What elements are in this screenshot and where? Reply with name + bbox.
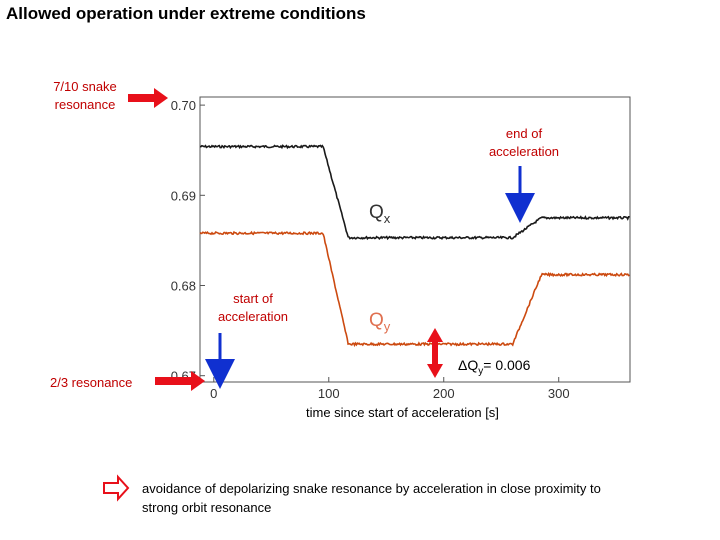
- x-tick-label: 100: [318, 386, 340, 401]
- conclusion-text: avoidance of depolarizing snake resonanc…: [142, 481, 601, 515]
- delta-qy-label: ΔQy= 0.006: [458, 357, 531, 377]
- start-of-acceleration-label: start of acceleration: [217, 291, 289, 324]
- x-tick-label: 0: [210, 386, 217, 401]
- x-tick-label: 300: [548, 386, 570, 401]
- snake-resonance-arrow: [128, 88, 168, 108]
- y-tick-label: 0.70: [171, 98, 196, 113]
- y-tick-label: 0.68: [171, 278, 196, 293]
- series-line-qy: [199, 230, 630, 348]
- x-tick-label: 200: [433, 386, 455, 401]
- footer-arrow-icon: [103, 474, 130, 502]
- two-thirds-resonance-arrow: [155, 371, 205, 391]
- snake-resonance-label: 7/10 snake resonance: [53, 79, 117, 112]
- end-of-acceleration-label: end of acceleration: [488, 126, 560, 159]
- slide-title: Allowed operation under extreme conditio…: [6, 4, 366, 23]
- x-axis-label: time since start of acceleration [s]: [306, 405, 499, 420]
- series-label-qx: Qx: [369, 202, 391, 226]
- delta-qy-arrow: [427, 328, 443, 378]
- series-label-qy: Qy: [369, 310, 391, 334]
- two-thirds-resonance-label: 2/3 resonance: [50, 375, 133, 390]
- series-line-qx: [199, 144, 630, 241]
- plot-frame: [199, 96, 631, 383]
- y-tick-label: 0.69: [171, 188, 196, 203]
